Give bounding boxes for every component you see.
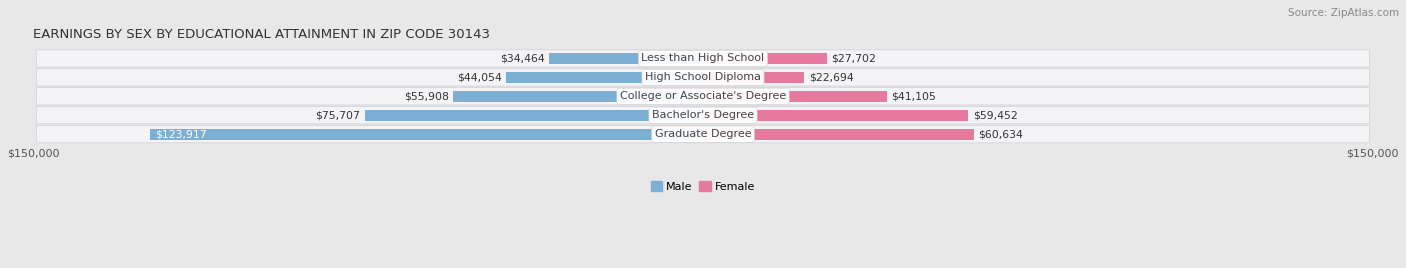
Text: Graduate Degree: Graduate Degree [655, 129, 751, 139]
Bar [506, 72, 703, 83]
Text: $27,702: $27,702 [831, 53, 876, 64]
Bar [703, 72, 804, 83]
Text: $123,917: $123,917 [155, 129, 207, 139]
Bar [550, 53, 703, 64]
FancyBboxPatch shape [37, 69, 1369, 86]
Text: $59,452: $59,452 [973, 110, 1018, 120]
Text: Less than High School: Less than High School [641, 53, 765, 64]
Bar [703, 53, 827, 64]
Bar [703, 110, 969, 121]
FancyBboxPatch shape [37, 125, 1369, 143]
Text: $55,908: $55,908 [404, 91, 449, 101]
Text: EARNINGS BY SEX BY EDUCATIONAL ATTAINMENT IN ZIP CODE 30143: EARNINGS BY SEX BY EDUCATIONAL ATTAINMEN… [34, 28, 491, 41]
Text: $22,694: $22,694 [808, 72, 853, 82]
Bar [453, 91, 703, 102]
Bar [703, 91, 887, 102]
Text: $44,054: $44,054 [457, 72, 502, 82]
Text: College or Associate's Degree: College or Associate's Degree [620, 91, 786, 101]
Bar [149, 129, 703, 140]
FancyBboxPatch shape [37, 50, 1369, 67]
FancyBboxPatch shape [37, 107, 1369, 124]
Text: Bachelor's Degree: Bachelor's Degree [652, 110, 754, 120]
Text: $75,707: $75,707 [315, 110, 360, 120]
Bar [366, 110, 703, 121]
Text: $34,464: $34,464 [499, 53, 544, 64]
Text: High School Diploma: High School Diploma [645, 72, 761, 82]
Bar [703, 129, 974, 140]
Legend: Male, Female: Male, Female [651, 181, 755, 192]
Text: Source: ZipAtlas.com: Source: ZipAtlas.com [1288, 8, 1399, 18]
FancyBboxPatch shape [37, 88, 1369, 105]
Text: $60,634: $60,634 [979, 129, 1024, 139]
Text: $41,105: $41,105 [891, 91, 936, 101]
